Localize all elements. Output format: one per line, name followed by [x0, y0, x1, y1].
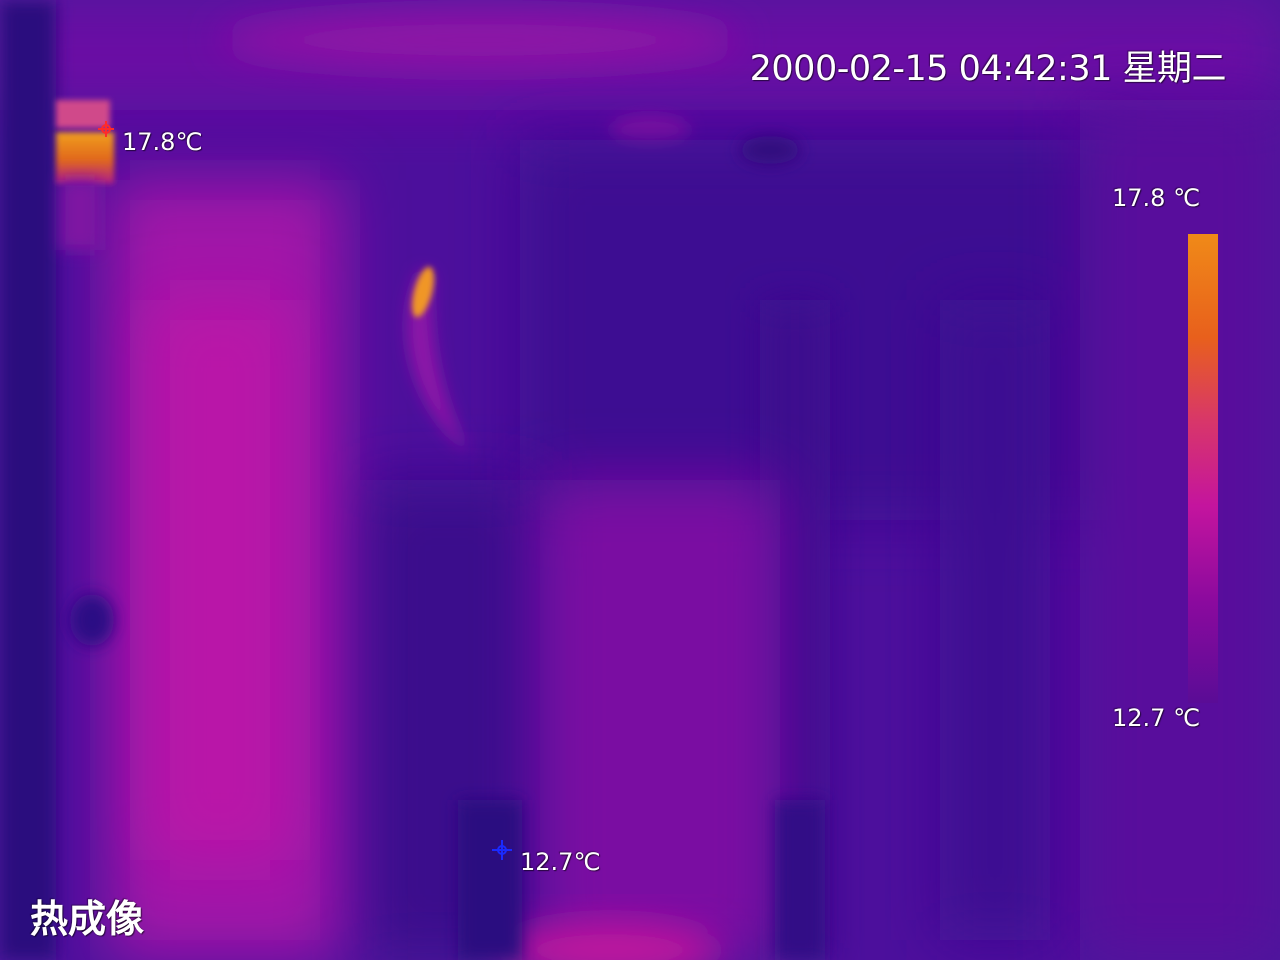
left-frame-region [0, 0, 56, 960]
hot-object-region [56, 132, 114, 184]
temperature-scale-bar [1188, 234, 1218, 703]
cold-object-region [458, 800, 522, 960]
warm-hanging-object [407, 270, 470, 455]
crosshair-cold-icon [492, 840, 512, 860]
mode-label: 热成像 [30, 897, 145, 941]
crosshair-hot-icon [98, 121, 114, 137]
scale-max-label: 17.8 ℃ [1112, 184, 1201, 212]
hot-spot-temperature: 17.8℃ [122, 128, 203, 156]
timestamp-overlay: 2000-02-15 04:42:31 星期二 [749, 49, 1227, 89]
cold-spot-temperature: 12.7℃ [520, 848, 601, 876]
scale-min-label: 12.7 ℃ [1112, 704, 1201, 732]
